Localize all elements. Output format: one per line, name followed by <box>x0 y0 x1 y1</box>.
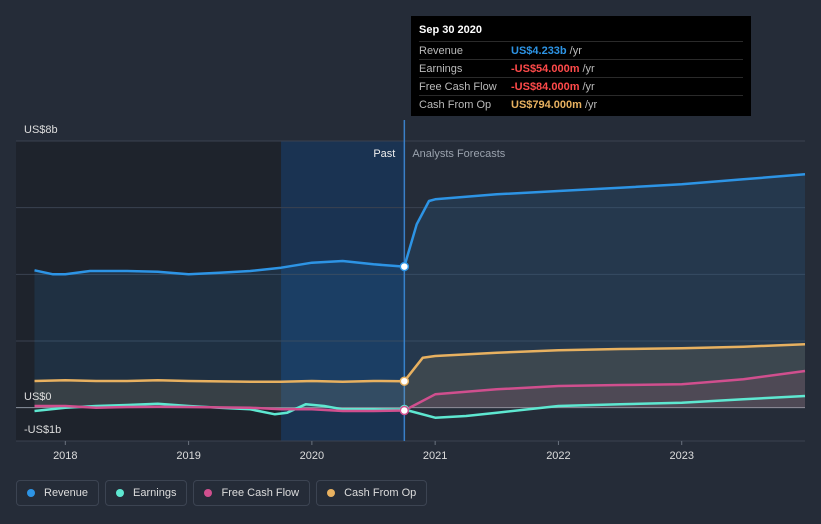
x-tick-label: 2022 <box>546 450 570 462</box>
tooltip-value: US$4.233b <box>511 44 567 57</box>
tooltip-date: Sep 30 2020 <box>419 24 482 36</box>
x-tick-label: 2023 <box>669 450 693 462</box>
tooltip-label: Revenue <box>419 44 464 57</box>
tooltip-row-free-cash-flow: Free Cash Flow -US$84.000m /yr <box>419 77 743 95</box>
tooltip-value: US$794.000m <box>511 98 582 111</box>
legend-label: Revenue <box>44 487 89 499</box>
tooltip-unit: /yr <box>569 44 582 57</box>
forecast-label: Analysts Forecasts <box>412 148 505 160</box>
tooltip-row-cash-from-op: Cash From Op US$794.000m /yr <box>419 95 743 113</box>
tooltip: Sep 30 2020 Revenue US$4.233b /yr Earnin… <box>411 16 751 116</box>
series-line-free-cash-flow <box>34 369 806 413</box>
legend-dot-icon <box>116 489 125 497</box>
past-label: Past <box>373 148 395 160</box>
tooltip-value: -US$84.000m <box>511 80 580 93</box>
x-tick-label: 2018 <box>53 450 77 462</box>
legend-dot-icon <box>27 489 35 497</box>
legend-dot-icon <box>204 489 213 497</box>
series-line-revenue <box>34 173 806 276</box>
legend-item-earnings[interactable]: Earnings <box>105 480 188 506</box>
y-label-top: US$8b <box>24 124 58 136</box>
legend-item-revenue[interactable]: Revenue <box>16 480 100 506</box>
highlight-region <box>281 141 405 441</box>
legend: Revenue Earnings Free Cash Flow Cash Fro… <box>16 480 428 506</box>
x-tick-label: 2019 <box>176 450 200 462</box>
legend-label: Cash From Op <box>344 487 417 499</box>
tooltip-label: Cash From Op <box>419 98 492 111</box>
series-area-cash-from-op <box>34 344 805 408</box>
legend-label: Free Cash Flow <box>221 487 300 499</box>
tooltip-value: -US$54.000m <box>511 62 580 75</box>
x-tick-label: 2020 <box>300 450 324 462</box>
series-line-earnings <box>34 394 806 419</box>
legend-label: Earnings <box>133 487 177 499</box>
tooltip-label: Earnings <box>419 62 463 75</box>
y-label-bottom: -US$1b <box>24 424 61 436</box>
tooltip-row-earnings: Earnings -US$54.000m /yr <box>419 59 743 77</box>
series-marker-free-cash-flow <box>399 405 410 416</box>
tooltip-label: Free Cash Flow <box>419 80 497 93</box>
series-area-free-cash-flow <box>34 371 805 411</box>
tooltip-unit: /yr <box>582 62 595 75</box>
tooltip-row-revenue: Revenue US$4.233b /yr <box>419 41 743 59</box>
y-label-zero: US$0 <box>24 391 52 403</box>
series-line-cash-from-op <box>34 343 806 383</box>
x-tick-label: 2021 <box>423 450 447 462</box>
series-marker-revenue <box>399 261 410 272</box>
tooltip-unit: /yr <box>584 98 598 111</box>
legend-dot-icon <box>327 489 336 497</box>
legend-item-cash-from-op[interactable]: Cash From Op <box>316 480 428 506</box>
tooltip-unit: /yr <box>582 80 595 93</box>
legend-item-free-cash-flow[interactable]: Free Cash Flow <box>193 480 311 506</box>
series-marker-cash-from-op <box>399 376 410 386</box>
